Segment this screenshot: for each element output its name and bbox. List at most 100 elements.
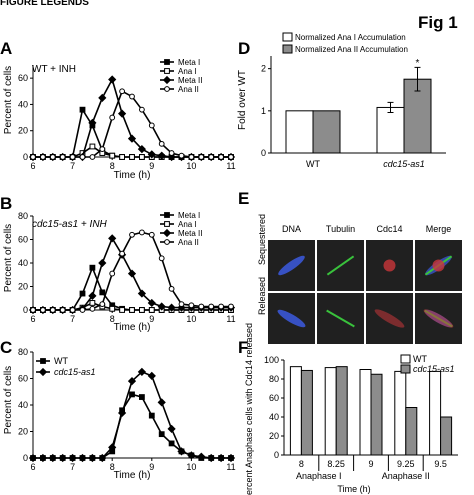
- panel-d-ylabel: Fold over WT: [237, 70, 248, 130]
- panel-f-bar-9-5-cdc15-as1: [440, 416, 453, 456]
- panel-a-x-tick-label: 10: [186, 161, 196, 171]
- panel-c-y-tick-label: 0: [23, 453, 28, 463]
- panel-f-bar-8-cdc15-as1: [300, 369, 313, 456]
- panel-a-series-ana-ii-point: [49, 154, 56, 160]
- panel-a-series-meta-ii-point: [98, 93, 107, 102]
- panel-f-category-label: 8.25: [327, 459, 345, 469]
- panel-a-series-ana-ii-line: [33, 90, 231, 158]
- panel-b-condition: cdc15-as1 + INH: [32, 219, 108, 230]
- panel-b-series-meta-i-point: [99, 289, 106, 296]
- panel-a-series-ana-ii-point: [69, 154, 76, 160]
- panel-f-bar-9-wt: [359, 369, 372, 456]
- panel-b-x-tick-label: 11: [226, 314, 235, 324]
- panel-b-series-ana-ii-point: [148, 231, 155, 238]
- panel-a-series-ana-ii-point: [129, 93, 135, 100]
- panel-d-legend-label: Normalized Ana II Accumulation: [295, 45, 408, 54]
- panel-f-legend-swatch: [400, 354, 411, 364]
- panel-a-series-ana-ii-point: [228, 154, 234, 160]
- panel-c-legend-wt-marker: [40, 358, 46, 364]
- panel-c-series-cdc15-as1-point: [177, 447, 186, 456]
- panel-a-series-ana-i-point: [89, 143, 96, 150]
- panel-f-category-label: 8: [299, 459, 304, 469]
- panel-a-legend-meta-i-marker: [164, 59, 170, 65]
- panel-c-series-wt-point: [158, 431, 165, 438]
- panel-e-cdc14-signal: [383, 259, 396, 272]
- panel-d-legend-swatch: [282, 44, 293, 54]
- panel-c-series-cdc15-as1-point: [28, 453, 38, 463]
- panel-a-series-meta-i-line: [33, 107, 231, 158]
- panel-c-x-tick-label: 9: [149, 462, 154, 472]
- panel-b-legend-ana-i-label: Ana I: [178, 220, 197, 229]
- panel-c-series-cdc15-as1-point: [38, 453, 48, 463]
- panel-b-series-ana-ii-point: [139, 229, 145, 236]
- panel-c-series-cdc15-as1-point: [226, 453, 236, 463]
- panel-c-x-tick-label: 6: [30, 462, 35, 472]
- panel-c-series-cdc15-as1-point: [108, 443, 117, 452]
- panel-b-series-ana-ii-point: [59, 307, 66, 313]
- panel-b-series-ana-ii-point: [188, 302, 195, 309]
- panel-b-y-tick-label: 60: [18, 235, 28, 245]
- panel-f-xlabel: Time (h): [337, 484, 370, 494]
- panel-letter-d: D: [238, 39, 250, 58]
- panel-b-series-ana-ii-point: [119, 250, 125, 257]
- panel-b-legend-meta-ii-marker: [162, 228, 172, 238]
- panel-b-series-ana-ii-point: [158, 255, 165, 262]
- panel-c-series-cdc15-as1-point: [187, 451, 196, 460]
- panel-b-series-ana-ii-point: [30, 307, 36, 313]
- panel-c-y-tick-label: 60: [18, 374, 28, 384]
- panel-c-chart: Percent of cells Time (h) 0 20 40 60 80 6 7 8 9 1…: [3, 347, 236, 481]
- panel-b-x-tick-label: 6: [30, 314, 35, 324]
- panel-a-series-meta-ii-point: [147, 150, 156, 159]
- panel-f-bar-9-25-wt: [394, 370, 407, 456]
- panel-b-legend-ana-ii-label: Ana II: [178, 238, 199, 247]
- panel-e-column-tubulin: Tubulin: [326, 224, 355, 234]
- panel-d-bar-wt-ana-i: [285, 110, 314, 154]
- panel-e-spindle-signal: [326, 309, 355, 328]
- panel-a-series-ana-ii-point: [99, 146, 106, 153]
- panel-a-series-ana-ii-point: [208, 154, 215, 160]
- panel-a-y-tick-label: 0: [23, 152, 28, 162]
- panel-letter-c: C: [0, 338, 12, 357]
- panel-f-y-tick-label: 80: [269, 374, 279, 384]
- panel-a-legend-meta-ii-label: Meta II: [178, 76, 202, 85]
- panel-b-series-ana-ii-point: [40, 307, 46, 313]
- panel-a-legend-ana-i-marker: [164, 68, 170, 74]
- panel-a-series-meta-ii-point: [137, 145, 147, 154]
- panel-a-series-meta-ii-point: [117, 109, 127, 118]
- panel-f-group-label: Anaphase I: [296, 471, 342, 481]
- panel-a-series-ana-i-point: [139, 154, 145, 160]
- panel-c-x-tick-label: 7: [70, 462, 75, 472]
- panel-f-legend-label: WT: [413, 354, 427, 364]
- panel-e-spindle-signal: [326, 255, 355, 276]
- panel-e-micrographs: Sequestered Released DNA Tubulin Cdc14 Merg…: [257, 214, 462, 344]
- panel-d-y-tick-label: 0: [261, 148, 266, 158]
- panel-a-legend-ana-ii-label: Ana II: [178, 85, 199, 94]
- panel-b-series-ana-ii-point: [109, 270, 116, 277]
- panel-a-y-tick-label: 60: [18, 73, 28, 83]
- panel-b-series-ana-ii-point: [49, 307, 56, 313]
- panel-f-bar-8-25-cdc15-as1: [335, 366, 348, 456]
- panel-f-bar-9-cdc15-as1: [370, 373, 383, 456]
- panel-a-series-ana-ii-point: [89, 154, 96, 160]
- panel-a-condition: WT + INH: [32, 64, 76, 75]
- panel-b-legend-ana-i-marker: [164, 221, 170, 227]
- panel-d-legend-label: Normalized Ana I Accumulation: [295, 33, 406, 42]
- panel-b-x-tick-label: 10: [186, 314, 196, 324]
- panel-c-series-cdc15-as1-point: [98, 453, 107, 463]
- panel-b-series-meta-ii-point: [157, 302, 166, 311]
- panel-b-series-ana-i-point: [109, 305, 116, 312]
- panel-c-xlabel: Time (h): [114, 470, 151, 481]
- panel-b-legend-ana-ii-marker: [164, 239, 170, 245]
- panel-b-series-ana-i-point: [89, 300, 96, 306]
- panel-b-series-ana-i-point: [129, 307, 135, 313]
- panel-c-series-cdc15-as1-point: [58, 453, 67, 463]
- panel-a-series-meta-ii-point: [88, 118, 97, 127]
- panel-a-series-ana-ii-point: [40, 154, 46, 160]
- panel-c-series-wt-line: [33, 393, 231, 459]
- panel-b-y-tick-label: 80: [18, 211, 28, 221]
- panel-f-bar-9-5-wt: [429, 370, 442, 456]
- panel-c-series-cdc15-as1-point: [216, 453, 226, 463]
- panel-d-bar-wt-ana-ii: [312, 110, 341, 154]
- panel-a-series-ana-ii-point: [139, 106, 145, 113]
